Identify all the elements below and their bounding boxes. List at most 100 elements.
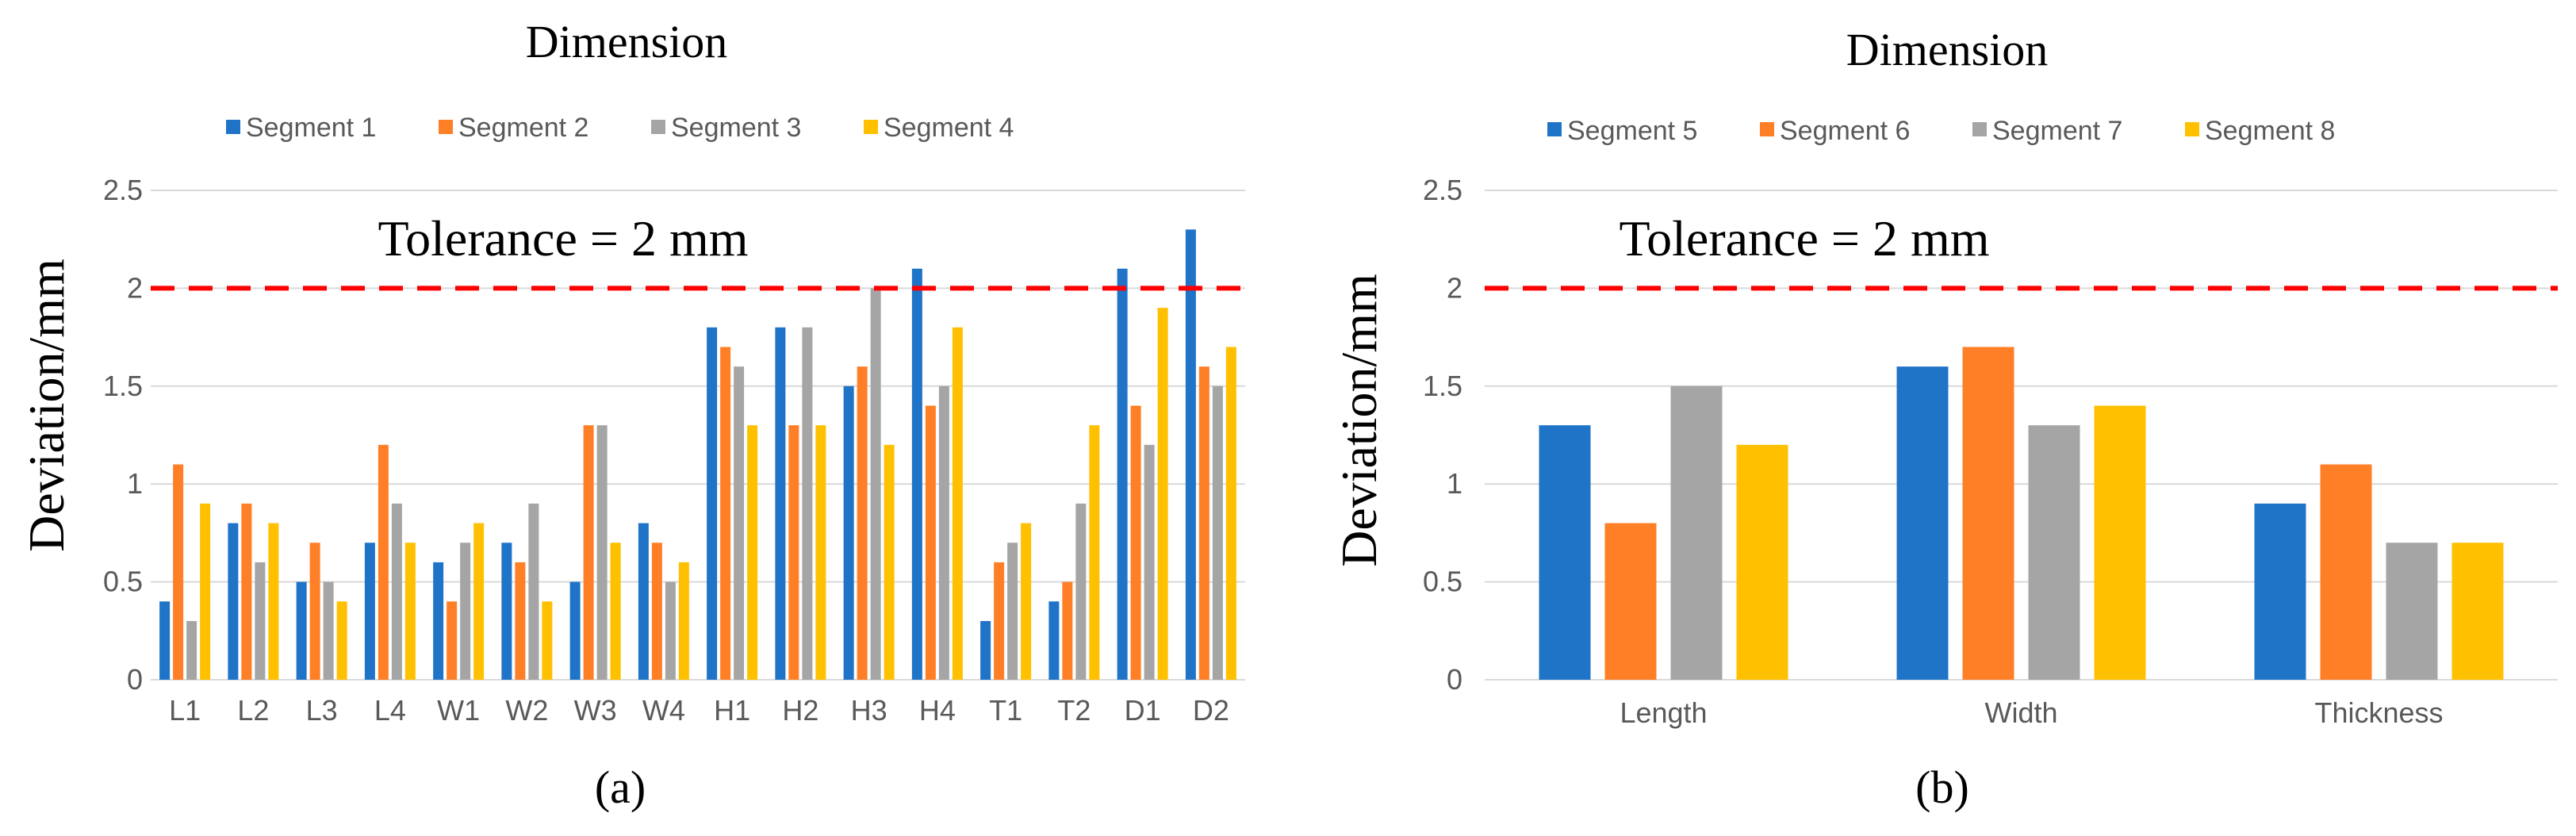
chart-b-x-tick-label: Thickness (2314, 696, 2443, 729)
chart-a-x-tick-label: H2 (782, 694, 818, 727)
chart-a-bar-segment-2-h3 (857, 366, 868, 680)
chart-b-legend-label-3: Segment 7 (1992, 116, 2122, 146)
chart-b-bar-segment-5-length (1539, 425, 1591, 680)
chart-a-bar-segment-4-w2 (542, 601, 553, 680)
chart-a-y-tick-label: 2.5 (103, 174, 143, 206)
chart-a-bar-segment-2-l4 (378, 444, 389, 680)
chart-a-y-tick-label: 1.5 (103, 370, 143, 402)
chart-a-bar-segment-3-w4 (665, 581, 676, 680)
chart-a-bar-segment-3-h3 (870, 288, 881, 680)
chart-b-y-tick-label: 0 (1447, 663, 1462, 696)
chart-a-x-tick-label: D2 (1193, 694, 1229, 727)
chart-a-x-tick-label: L4 (374, 694, 406, 727)
chart-a-x-tick-label: W1 (437, 694, 480, 727)
chart-a-bar-segment-4-h1 (747, 425, 758, 680)
chart-a-bar-segment-1-h1 (707, 327, 718, 680)
chart-a-x-tick-label: H3 (851, 694, 887, 727)
chart-b-bar-segment-8-thickness (2451, 543, 2504, 680)
chart-b-y-tick-label: 2.5 (1423, 174, 1462, 206)
chart-a-title: Dimension (526, 16, 728, 67)
chart-a-bar-segment-2-l2 (241, 503, 252, 680)
chart-a-bar-segment-3-t1 (1007, 543, 1018, 680)
chart-a-bar-segment-3-w2 (528, 503, 539, 680)
chart-b-bar-segment-5-width (1896, 366, 1949, 680)
chart-a-legend-label-1: Segment 1 (246, 113, 376, 143)
chart-a-bar-segment-4-w1 (473, 523, 485, 680)
chart-a-tolerance-label: Tolerance = 2 mm (378, 210, 749, 267)
chart-b-tick-labels: 0 0.5 1 1.5 2 2.5 Length Width Thickness (1423, 174, 2444, 729)
chart-a-bar-segment-4-l2 (268, 523, 279, 680)
chart-b-bar-segment-8-length (1736, 444, 1788, 680)
chart-a-bar-segment-1-h2 (775, 327, 786, 680)
chart-b-bar-segment-5-thickness (2254, 503, 2306, 680)
chart-a-x-tick-label: H4 (919, 694, 956, 727)
chart-a-x-tick-label: W2 (505, 694, 548, 727)
chart-a-bar-segment-1-l1 (159, 601, 171, 680)
chart-a-x-tick-label: W3 (574, 694, 617, 727)
chart-a-bar-segment-2-w3 (583, 425, 594, 680)
chart-a-bar-segment-3-l2 (255, 562, 266, 680)
chart-a-bar-segment-1-l3 (296, 581, 307, 680)
chart-a-bar-segment-3-d2 (1212, 385, 1223, 680)
chart-a-bar-segment-1-w1 (433, 562, 444, 680)
chart-a-x-tick-label: H1 (714, 694, 750, 727)
chart-a-bar-segment-4-t2 (1089, 425, 1100, 680)
chart-b-bar-segment-8-width (2094, 405, 2146, 680)
chart-a-bar-segment-3-d1 (1144, 444, 1155, 680)
chart-a-bar-segment-3-t2 (1075, 503, 1087, 680)
chart-a: Dimension (a) Deviation/mm Tolerance = 2… (18, 16, 1245, 813)
chart-b-y-axis-label: Deviation/mm (1331, 274, 1387, 567)
chart-b-title: Dimension (1846, 24, 2049, 75)
chart-a-bar-segment-4-w3 (610, 543, 621, 680)
chart-a-legend-swatch-2 (439, 120, 453, 134)
chart-a-bar-segment-2-t2 (1062, 581, 1073, 680)
chart-a-bar-segment-2-w1 (447, 601, 458, 680)
chart-a-y-tick-label: 2 (127, 271, 143, 304)
chart-b-bar-segment-7-width (2028, 425, 2080, 680)
chart-a-bar-segment-1-d2 (1185, 229, 1196, 680)
chart-b-y-tick-label: 1.5 (1423, 370, 1462, 402)
chart-a-legend: Segment 1 Segment 2 Segment 3 Segment 4 (226, 113, 1014, 143)
chart-b-bars (1539, 347, 2504, 680)
chart-b: Dimension (b) Deviation/mm Tolerance = 2… (1331, 24, 2558, 813)
chart-a-bar-segment-1-t2 (1048, 601, 1060, 680)
chart-a-bar-segment-4-l4 (404, 543, 416, 680)
chart-b-y-tick-label: 2 (1447, 271, 1462, 304)
chart-a-bar-segment-1-h4 (911, 268, 922, 681)
chart-a-y-tick-label: 0 (127, 663, 143, 696)
chart-a-bar-segment-1-w2 (501, 543, 512, 680)
chart-a-legend-swatch-3 (651, 120, 665, 134)
chart-b-legend-swatch-4 (2185, 122, 2199, 136)
chart-b-bar-segment-6-width (1962, 347, 2014, 680)
chart-b-y-tick-label: 0.5 (1423, 566, 1462, 598)
chart-a-y-axis-label: Deviation/mm (18, 259, 75, 552)
chart-a-x-tick-label: D1 (1125, 694, 1161, 727)
chart-b-legend-label-1: Segment 5 (1567, 116, 1697, 146)
chart-b-bar-segment-7-length (1670, 385, 1723, 680)
chart-a-bar-segment-1-l4 (364, 543, 375, 680)
chart-b-tolerance-label: Tolerance = 2 mm (1620, 210, 1990, 267)
chart-a-bar-segment-1-d1 (1117, 268, 1128, 681)
chart-a-x-tick-label: L1 (169, 694, 201, 727)
chart-a-bar-segment-3-l3 (323, 581, 334, 680)
chart-b-legend-swatch-1 (1547, 122, 1562, 136)
chart-b-bar-segment-6-length (1604, 523, 1657, 680)
chart-a-bar-segment-2-w2 (515, 562, 526, 680)
chart-a-bar-segment-1-t1 (980, 620, 991, 680)
chart-b-y-tick-label: 1 (1447, 467, 1462, 500)
chart-a-x-tick-label: L2 (237, 694, 269, 727)
chart-a-legend-label-2: Segment 2 (458, 113, 588, 143)
chart-a-bar-segment-4-w4 (678, 562, 689, 680)
chart-a-bar-segment-4-d1 (1157, 308, 1168, 680)
chart-b-bar-segment-7-thickness (2386, 543, 2438, 680)
chart-a-bar-segment-4-h4 (952, 327, 963, 680)
chart-a-legend-label-3: Segment 3 (671, 113, 801, 143)
chart-a-bar-segment-2-h1 (720, 347, 731, 680)
chart-a-x-tick-label: T1 (989, 694, 1022, 727)
chart-b-legend: Segment 5 Segment 6 Segment 7 Segment 8 (1547, 116, 2335, 146)
chart-a-bar-segment-3-w1 (460, 543, 471, 680)
chart-b-legend-swatch-3 (1972, 122, 1987, 136)
chart-a-bar-segment-2-t1 (994, 562, 1005, 680)
chart-a-bar-segment-2-l3 (309, 543, 320, 680)
